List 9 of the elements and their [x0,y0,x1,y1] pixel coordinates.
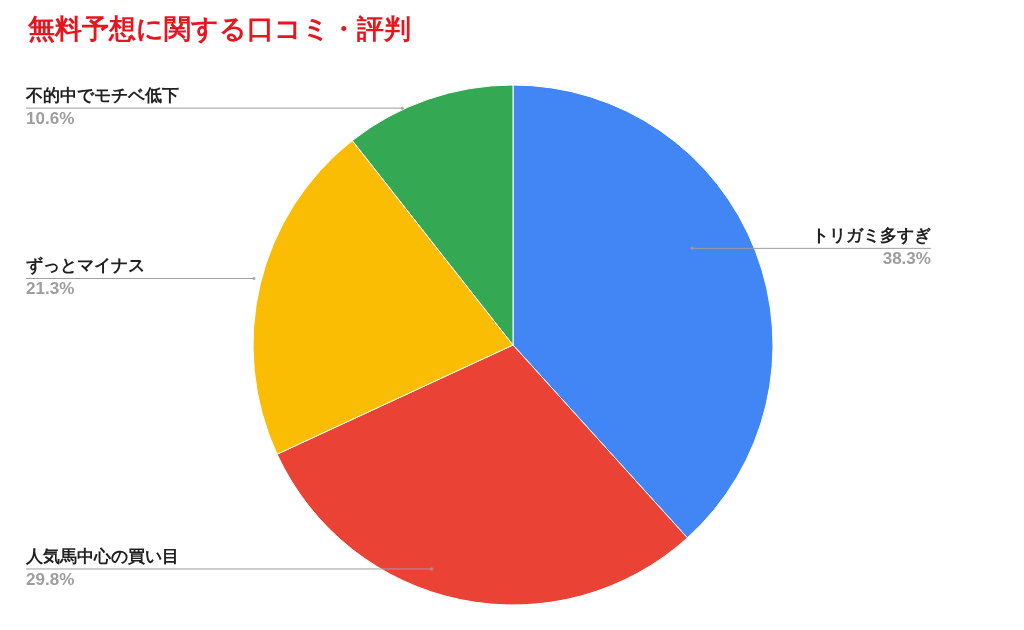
slice-label: ずっとマイナス [26,255,146,276]
chart-title: 無料予想に関する口コミ・評判 [27,13,411,44]
data-label: 21.3% [26,279,75,299]
slice-label: 人気馬中心の買い目 [25,545,180,566]
slice-label: 不的中でモチベ低下 [25,85,180,106]
data-label: 29.8% [26,569,75,589]
data-label: 10.6% [26,109,75,129]
slice-label: トリガミ多すぎ [811,225,931,246]
data-label: 38.3% [882,249,931,269]
